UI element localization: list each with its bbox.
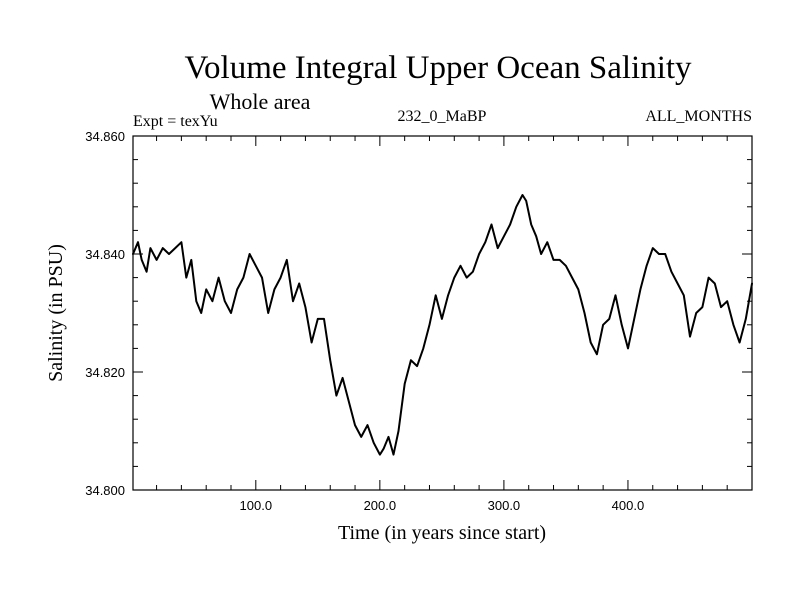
y-axis-tick-labels: 34.800 34.820 34.840 34.860 — [85, 129, 125, 498]
x-tick-label: 200.0 — [364, 498, 397, 513]
experiment-label: Expt = texYu — [133, 113, 218, 130]
salinity-series-line — [132, 194, 753, 456]
y-tick-label: 34.860 — [85, 129, 125, 144]
y-tick-label: 34.820 — [85, 365, 125, 380]
chart-title: Volume Integral Upper Ocean Salinity — [184, 50, 692, 86]
y-tick-label: 34.840 — [85, 247, 125, 262]
x-axis-tick-labels: 100.0 200.0 300.0 400.0 — [240, 498, 645, 513]
y-axis-label: Salinity (in PSU) — [45, 244, 67, 382]
x-tick-label: 100.0 — [240, 498, 273, 513]
plot-frame — [132, 135, 753, 491]
chart-subtitle: Whole area — [210, 89, 311, 114]
y-tick-label: 34.800 — [85, 483, 125, 498]
run-label: 232_0_MaBP — [398, 108, 487, 125]
x-tick-label: 400.0 — [612, 498, 645, 513]
x-axis-ticks — [156, 136, 728, 490]
x-tick-label: 300.0 — [488, 498, 521, 513]
x-axis-label: Time (in years since start) — [338, 522, 546, 544]
months-label: ALL_MONTHS — [645, 108, 752, 125]
